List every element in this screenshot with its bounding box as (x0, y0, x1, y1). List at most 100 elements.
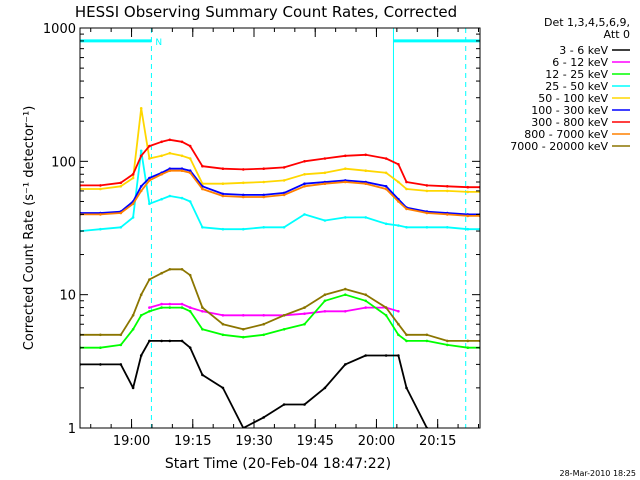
data-point (384, 314, 388, 317)
data-point (323, 310, 327, 313)
data-point (446, 226, 449, 229)
data-point (262, 322, 266, 326)
data-point (344, 167, 347, 170)
data-point (99, 346, 102, 350)
data-point (323, 219, 327, 222)
data-point (221, 192, 225, 196)
data-point (364, 169, 368, 172)
data-point (139, 293, 143, 297)
data-point (168, 151, 172, 155)
data-point (282, 403, 286, 406)
data-point (221, 333, 225, 337)
series-line (80, 293, 480, 349)
data-point (397, 322, 400, 326)
data-point (466, 190, 470, 194)
chart-title: HESSI Observing Summary Count Rates, Cor… (75, 3, 457, 21)
data-point (242, 227, 245, 231)
y-axis-label: Corrected Count Rate (s⁻¹ detector⁻¹) (22, 106, 37, 351)
data-point (425, 339, 429, 343)
data-point (188, 144, 192, 148)
data-point (148, 306, 151, 309)
data-point (99, 333, 102, 337)
data-point (180, 154, 184, 158)
y-tick-label: 100 (51, 155, 76, 170)
data-point (364, 153, 368, 157)
data-point (282, 193, 286, 197)
y-tick-label: 1 (68, 422, 76, 437)
data-point (180, 306, 184, 309)
data-point (405, 386, 408, 390)
legend-label: 6 - 12 keV (552, 56, 608, 69)
series-line (149, 303, 399, 317)
series-line (80, 167, 480, 216)
data-point (282, 226, 286, 229)
x-tick-label: 20:15 (419, 434, 456, 449)
data-point (446, 339, 449, 343)
data-point (242, 328, 245, 331)
data-point (446, 213, 449, 216)
data-point (148, 179, 151, 182)
data-point (282, 179, 286, 182)
legend-header-line1: Det 1,3,4,5,6,9, (544, 16, 630, 29)
data-point (168, 302, 172, 306)
x-tick-label: 19:15 (174, 434, 211, 449)
data-point (160, 140, 163, 144)
data-point (168, 194, 172, 198)
data-point (139, 107, 143, 110)
data-point (384, 185, 388, 188)
data-point (262, 193, 266, 197)
data-point (119, 226, 123, 229)
data-point (201, 328, 204, 331)
data-point (148, 176, 151, 180)
data-point (168, 169, 172, 172)
legend-label: 300 - 800 keV (531, 116, 608, 129)
data-point (344, 310, 347, 313)
data-point (99, 213, 102, 216)
data-point (242, 335, 245, 339)
data-point (160, 306, 163, 309)
x-tick-label: 20:00 (358, 434, 395, 449)
data-point (405, 333, 408, 337)
data-point (201, 306, 204, 309)
data-point (168, 167, 172, 170)
data-point (99, 184, 102, 187)
data-point (303, 185, 306, 188)
data-point (119, 363, 123, 366)
x-axis-label: Start Time (20-Feb-04 18:47:22) (165, 456, 391, 472)
data-point (282, 166, 286, 169)
y-tick-label: 10 (59, 289, 76, 304)
x-tick-label: 19:45 (296, 434, 333, 449)
data-point (242, 168, 245, 171)
data-point (384, 354, 388, 357)
data-point (466, 214, 470, 218)
data-point (180, 140, 184, 144)
data-point (303, 173, 306, 176)
data-point (201, 164, 204, 168)
series-line (80, 268, 480, 342)
data-point (466, 339, 470, 343)
series-group (80, 107, 480, 428)
data-point (303, 312, 306, 316)
data-point (160, 154, 163, 158)
data-point (201, 373, 204, 377)
data-point (397, 163, 400, 166)
data-point (168, 138, 172, 142)
plot-frame (79, 27, 481, 429)
data-point (99, 187, 102, 191)
data-point (139, 354, 143, 357)
legend-label: 800 - 7000 keV (524, 128, 608, 141)
data-point (425, 189, 429, 193)
data-point (201, 310, 204, 313)
data-point (262, 226, 266, 229)
data-point (242, 193, 245, 197)
data-point (466, 346, 470, 350)
data-point (131, 314, 135, 317)
data-point (148, 144, 151, 148)
data-point (99, 363, 102, 366)
data-point (139, 149, 143, 153)
data-point (131, 328, 135, 331)
data-point (119, 181, 123, 185)
night-marker-label: N (155, 38, 162, 48)
